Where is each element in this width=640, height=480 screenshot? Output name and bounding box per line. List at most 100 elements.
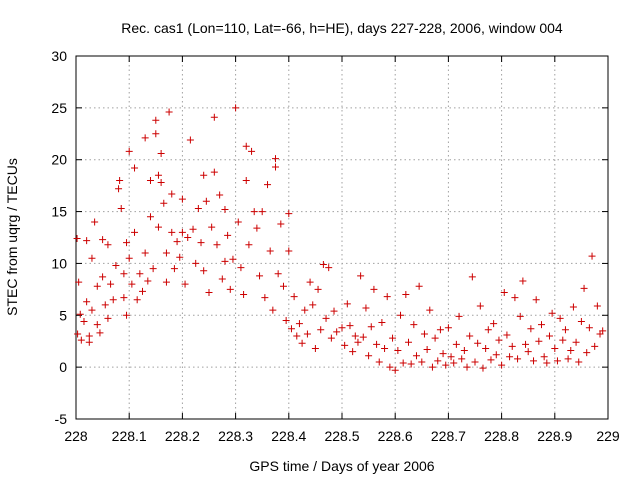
data-point bbox=[468, 273, 476, 281]
data-point bbox=[120, 270, 128, 278]
data-point bbox=[210, 113, 218, 121]
data-point bbox=[117, 204, 125, 212]
data-point bbox=[309, 301, 317, 309]
data-point bbox=[287, 325, 295, 333]
data-point bbox=[450, 359, 458, 367]
data-point bbox=[282, 316, 290, 324]
data-point bbox=[136, 270, 144, 278]
data-point bbox=[588, 252, 596, 260]
data-point bbox=[192, 259, 200, 267]
data-point bbox=[543, 359, 551, 367]
data-point bbox=[154, 171, 162, 179]
data-point bbox=[506, 353, 514, 361]
data-point bbox=[107, 280, 115, 288]
x-tick-label: 228.8 bbox=[484, 428, 519, 444]
data-point bbox=[561, 326, 569, 334]
data-point bbox=[303, 330, 311, 338]
data-point bbox=[237, 264, 245, 272]
data-point bbox=[567, 347, 575, 355]
data-point bbox=[346, 322, 354, 330]
grid-lines bbox=[76, 56, 608, 419]
data-point bbox=[88, 306, 96, 314]
data-point bbox=[197, 239, 205, 247]
data-point bbox=[482, 344, 490, 352]
data-point bbox=[240, 291, 248, 299]
data-point bbox=[125, 254, 133, 262]
data-point bbox=[229, 255, 237, 263]
data-point bbox=[256, 272, 264, 280]
data-point bbox=[272, 163, 279, 171]
data-point bbox=[250, 208, 258, 216]
data-point bbox=[357, 272, 365, 280]
data-point bbox=[184, 234, 192, 241]
data-point bbox=[538, 321, 545, 329]
data-point bbox=[386, 363, 394, 371]
y-axis-label: STEC from uqrg / TECUs bbox=[4, 158, 20, 316]
data-point bbox=[503, 331, 511, 339]
data-point bbox=[272, 155, 279, 163]
data-point bbox=[325, 264, 333, 272]
data-point bbox=[577, 318, 585, 326]
data-point bbox=[591, 342, 599, 350]
data-point bbox=[532, 296, 540, 304]
data-point bbox=[524, 348, 532, 356]
data-point bbox=[474, 339, 482, 347]
data-point bbox=[226, 285, 234, 293]
data-point bbox=[264, 181, 272, 189]
data-point bbox=[162, 249, 170, 257]
data-point bbox=[458, 355, 466, 363]
data-point bbox=[490, 320, 498, 328]
data-point bbox=[96, 329, 104, 337]
data-point bbox=[551, 344, 559, 352]
data-point bbox=[354, 338, 362, 346]
data-point bbox=[397, 311, 405, 319]
data-points bbox=[73, 104, 607, 374]
data-point bbox=[99, 236, 107, 244]
data-point bbox=[146, 176, 154, 184]
x-axis-label: GPS time / Days of year 2006 bbox=[249, 458, 434, 474]
y-tick-label: 10 bbox=[51, 255, 67, 271]
x-tick-label: 228.3 bbox=[218, 428, 253, 444]
data-point bbox=[269, 306, 277, 314]
data-point bbox=[274, 270, 282, 278]
data-point bbox=[123, 311, 131, 319]
data-point bbox=[208, 223, 216, 231]
data-point bbox=[168, 228, 176, 236]
data-point bbox=[74, 330, 82, 338]
data-point bbox=[202, 197, 210, 205]
data-point bbox=[248, 147, 256, 155]
data-point bbox=[178, 228, 186, 236]
data-point bbox=[410, 321, 418, 329]
data-point bbox=[447, 353, 455, 361]
data-point bbox=[146, 213, 154, 221]
data-point bbox=[402, 291, 410, 299]
data-point bbox=[133, 296, 141, 304]
data-point bbox=[258, 208, 266, 216]
data-point bbox=[442, 361, 450, 369]
data-point bbox=[452, 340, 460, 348]
data-point bbox=[412, 352, 420, 360]
data-point bbox=[112, 262, 120, 270]
data-point bbox=[83, 237, 91, 245]
data-point bbox=[200, 171, 208, 179]
data-point bbox=[444, 324, 452, 332]
data-point bbox=[165, 108, 173, 116]
data-point bbox=[423, 346, 431, 354]
data-point bbox=[545, 332, 553, 340]
data-point bbox=[101, 301, 109, 309]
data-point bbox=[200, 267, 208, 275]
data-point bbox=[242, 176, 250, 184]
data-point bbox=[216, 191, 224, 199]
data-point bbox=[210, 168, 218, 176]
data-point bbox=[418, 358, 426, 366]
data-point bbox=[141, 249, 149, 257]
data-point bbox=[455, 312, 463, 320]
data-point bbox=[125, 147, 133, 155]
data-point bbox=[399, 359, 407, 367]
data-point bbox=[221, 205, 229, 213]
data-point bbox=[415, 282, 423, 290]
y-tick-label: 15 bbox=[51, 204, 67, 220]
data-point bbox=[242, 142, 250, 150]
data-point bbox=[431, 334, 439, 342]
